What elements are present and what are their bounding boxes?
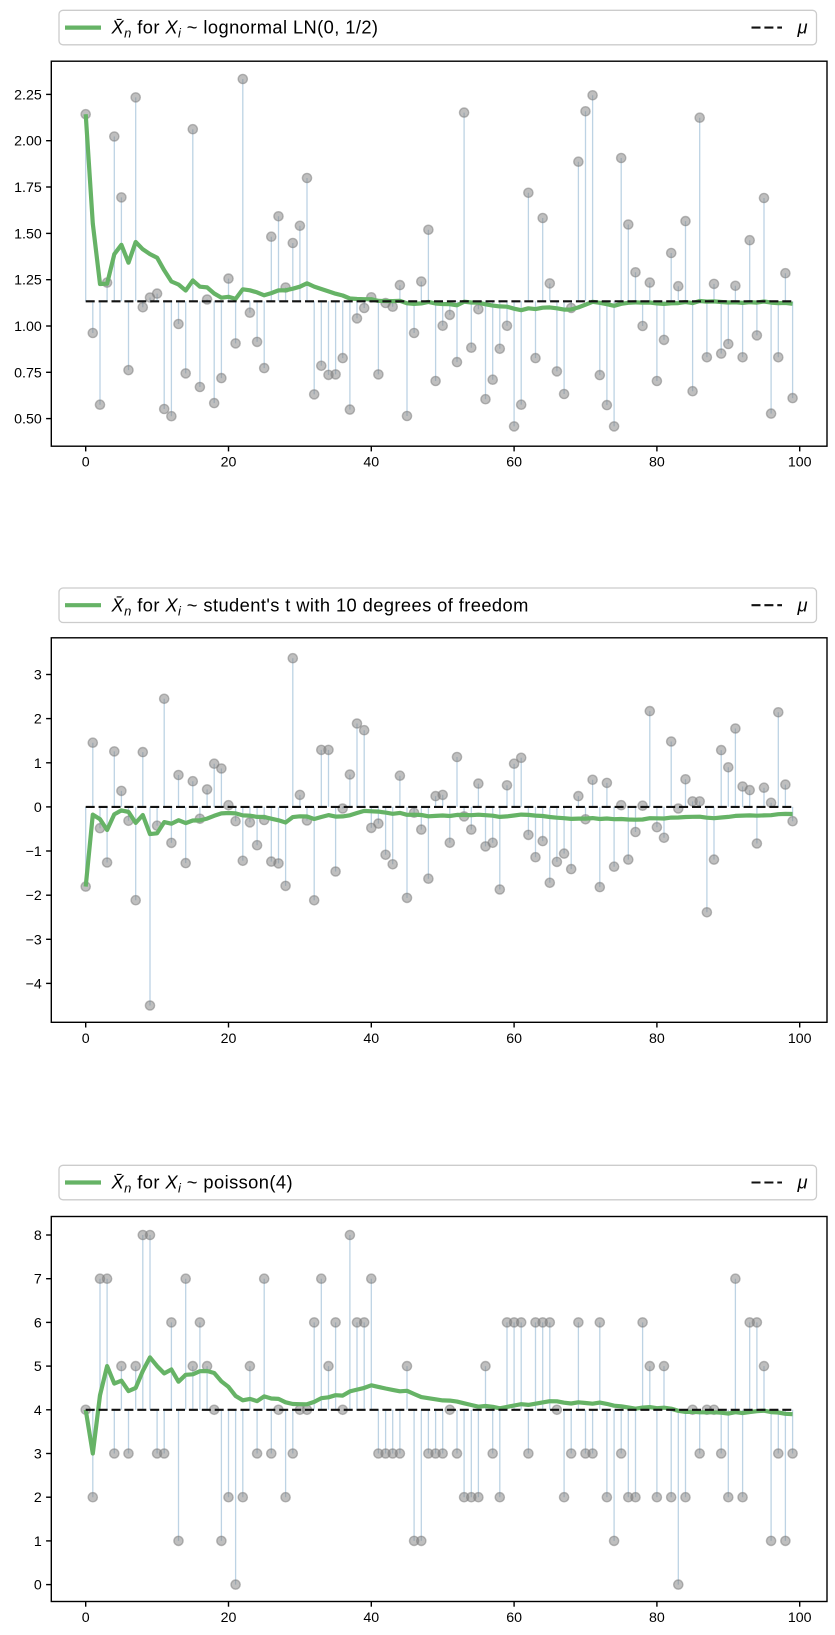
svg-text:−4: −4 (26, 976, 42, 992)
svg-text:80: 80 (649, 455, 665, 471)
svg-text:20: 20 (221, 455, 237, 471)
svg-text:8: 8 (34, 1228, 42, 1244)
svg-text:μ: μ (797, 1172, 808, 1193)
svg-text:2.25: 2.25 (14, 87, 42, 103)
svg-text:−2: −2 (26, 888, 42, 904)
svg-text:0: 0 (34, 800, 42, 816)
svg-text:0: 0 (82, 455, 90, 471)
svg-text:0: 0 (82, 1031, 90, 1047)
svg-text:20: 20 (221, 1610, 237, 1626)
svg-text:X̄n for Xi ~ student's t with: X̄n for Xi ~ student's t with 10 degrees… (111, 594, 529, 618)
svg-text:1: 1 (34, 1534, 42, 1550)
svg-text:1.50: 1.50 (14, 226, 42, 242)
svg-text:3: 3 (34, 668, 42, 684)
svg-text:80: 80 (649, 1031, 665, 1047)
svg-text:100: 100 (788, 455, 812, 471)
svg-text:60: 60 (506, 1610, 522, 1626)
svg-text:2.00: 2.00 (14, 134, 42, 150)
svg-text:1.25: 1.25 (14, 273, 42, 289)
svg-text:60: 60 (506, 455, 522, 471)
svg-text:X̄n for Xi ~ poisson(4): X̄n for Xi ~ poisson(4) (111, 1172, 293, 1196)
svg-text:1.75: 1.75 (14, 180, 42, 196)
svg-text:0.75: 0.75 (14, 365, 42, 381)
svg-text:1.00: 1.00 (14, 319, 42, 335)
svg-text:40: 40 (363, 1031, 379, 1047)
svg-text:−1: −1 (26, 844, 42, 860)
svg-text:6: 6 (34, 1315, 42, 1331)
svg-text:μ: μ (797, 594, 808, 615)
svg-text:100: 100 (788, 1610, 812, 1626)
svg-text:1: 1 (34, 756, 42, 772)
svg-text:4: 4 (34, 1403, 42, 1419)
svg-text:40: 40 (363, 1610, 379, 1626)
svg-text:5: 5 (34, 1359, 42, 1375)
svg-text:μ: μ (797, 17, 808, 38)
svg-text:−3: −3 (26, 932, 42, 948)
svg-text:20: 20 (221, 1031, 237, 1047)
svg-text:40: 40 (363, 455, 379, 471)
svg-text:60: 60 (506, 1031, 522, 1047)
svg-text:7: 7 (34, 1272, 42, 1288)
svg-text:3: 3 (34, 1447, 42, 1463)
svg-text:2: 2 (34, 1490, 42, 1506)
svg-text:0.50: 0.50 (14, 412, 42, 428)
svg-text:X̄n for Xi ~ lognormal LN(0, 1: X̄n for Xi ~ lognormal LN(0, 1/2) (111, 17, 379, 41)
svg-text:0: 0 (34, 1578, 42, 1594)
svg-text:80: 80 (649, 1610, 665, 1626)
svg-text:100: 100 (788, 1031, 812, 1047)
svg-text:2: 2 (34, 712, 42, 728)
svg-text:0: 0 (82, 1610, 90, 1626)
